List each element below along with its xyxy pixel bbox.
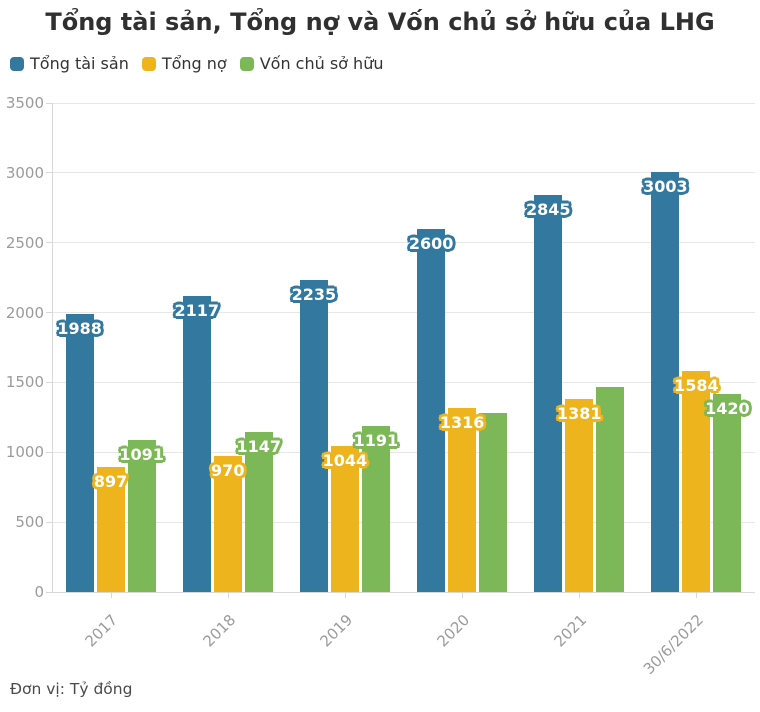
bar-label-tong-tai-san-2019: 2235 [291,284,337,304]
bar-von-chu-so-huu-2018[interactable] [244,431,273,592]
bar-tong-no-30-6-2022[interactable] [682,370,711,592]
bar-label-tong-tai-san-30-6-2022: 3003 [643,177,688,197]
bar-label-tong-tai-san-2020: 2600 [408,233,454,253]
x-axis-label-2019: 2019 [316,610,356,651]
bar-label-tong-tai-san-2018: 2117 [174,301,220,321]
legend-label: Vốn chủ sở hữu [259,54,384,73]
bar-label-tong-tai-san-2017: 1988 [57,319,102,339]
bar-von-chu-so-huu-30-6-2022[interactable] [713,393,742,592]
x-axis-tick-30-6-2022 [696,592,698,598]
x-axis-label-2021: 2021 [550,610,591,651]
x-axis-label-2018: 2018 [199,610,239,651]
bar-tong-tai-san-2021[interactable] [534,194,563,592]
legend-item-tong-tai-san[interactable]: Tổng tài sản [10,56,129,72]
bar-tong-no-2021[interactable] [565,399,594,592]
legend-label: Tổng nợ [161,54,227,73]
x-axis-label-2017: 2017 [81,610,122,651]
bar-tong-tai-san-2019[interactable] [299,279,328,592]
x-axis-tick-2019 [344,592,346,598]
y-axis-tick-2000 [46,312,52,314]
chart-title: Tổng tài sản, Tổng nợ và Vốn chủ sở hữu … [45,8,715,36]
bar-label-tong-no-2021: 1381 [556,404,602,424]
x-axis-label-30-6-2022: 30/6/2022 [640,610,708,678]
legend-item-tong-no[interactable]: Tổng nợ [141,54,227,73]
unit-note: Đơn vị: Tỷ đồng [10,680,133,698]
bar-tong-tai-san-30-6-2022[interactable] [651,172,680,592]
y-axis-label-1000: 1000 [5,443,44,462]
legend: Tổng tài sản Tổng nợ Vốn chủ sở hữu [10,56,383,72]
y-axis-label-1500: 1500 [5,373,44,392]
x-axis-label-2020: 2020 [433,610,474,651]
y-axis-label-2000: 2000 [5,303,44,322]
x-axis-tick-2020 [462,592,464,598]
gridline-1000 [52,451,755,453]
bar-tong-tai-san-2018[interactable] [182,296,211,592]
bar-tong-no-2020[interactable] [448,408,477,592]
gridline-3500 [52,102,755,104]
legend-swatch-von-chu-so-huu [239,57,254,71]
y-axis-tick-3500 [46,102,52,104]
x-axis-tick-2017 [110,592,112,598]
legend-label: Tổng tài sản [30,54,129,73]
gridline-2500 [52,242,755,244]
y-axis-line [52,103,53,592]
bar-label-tong-no-2017: 897 [93,471,128,491]
legend-swatch-tong-tai-san [10,57,24,71]
bar-von-chu-so-huu-2017[interactable] [127,439,156,592]
bar-von-chu-so-huu-2019[interactable] [361,425,390,592]
bar-label-von-chu-so-huu-2019: 1191 [353,430,399,450]
y-axis-tick-2500 [46,242,52,244]
bar-tong-no-2017[interactable] [96,466,125,592]
bar-label-tong-no-2020: 1316 [439,413,485,433]
gridline-3000 [52,172,755,174]
y-axis-label-500: 500 [15,513,44,532]
bar-label-von-chu-so-huu-2017: 1091 [119,444,164,464]
y-axis-tick-500 [46,521,52,523]
bar-label-tong-tai-san-2021: 2845 [525,199,571,219]
bar-von-chu-so-huu-2020[interactable] [479,412,508,592]
bar-label-tong-no-2019: 1044 [322,451,368,471]
bar-label-tong-no-30-6-2022: 1584 [674,375,719,395]
x-axis-line [52,592,755,593]
bar-tong-no-2019[interactable] [330,446,359,592]
y-axis-tick-0 [46,591,52,593]
y-axis-label-2500: 2500 [5,233,44,252]
bar-tong-tai-san-2020[interactable] [417,228,446,592]
bar-label-von-chu-so-huu-30-6-2022: 1420 [705,398,750,418]
gridline-1500 [52,381,755,383]
x-axis-tick-2021 [579,592,581,598]
bar-label-tong-no-2018: 970 [211,461,245,481]
legend-swatch-tong-no [141,57,156,71]
y-axis-tick-3000 [46,172,52,174]
bar-label-von-chu-so-huu-2018: 1147 [236,436,282,456]
bar-von-chu-so-huu-2021[interactable] [596,387,625,592]
y-axis-tick-1000 [46,451,52,453]
y-axis-label-3000: 3000 [5,163,44,182]
y-axis-label-0: 0 [34,583,44,601]
gridline-2000 [52,312,755,314]
bar-tong-tai-san-2017[interactable] [65,314,94,592]
gridline-500 [52,521,755,523]
bar-tong-no-2018[interactable] [213,456,242,592]
y-axis-tick-1500 [46,381,52,383]
legend-item-von-chu-so-huu[interactable]: Vốn chủ sở hữu [239,54,384,73]
x-axis-tick-2018 [227,592,229,598]
y-axis-label-3500: 3500 [5,94,44,112]
